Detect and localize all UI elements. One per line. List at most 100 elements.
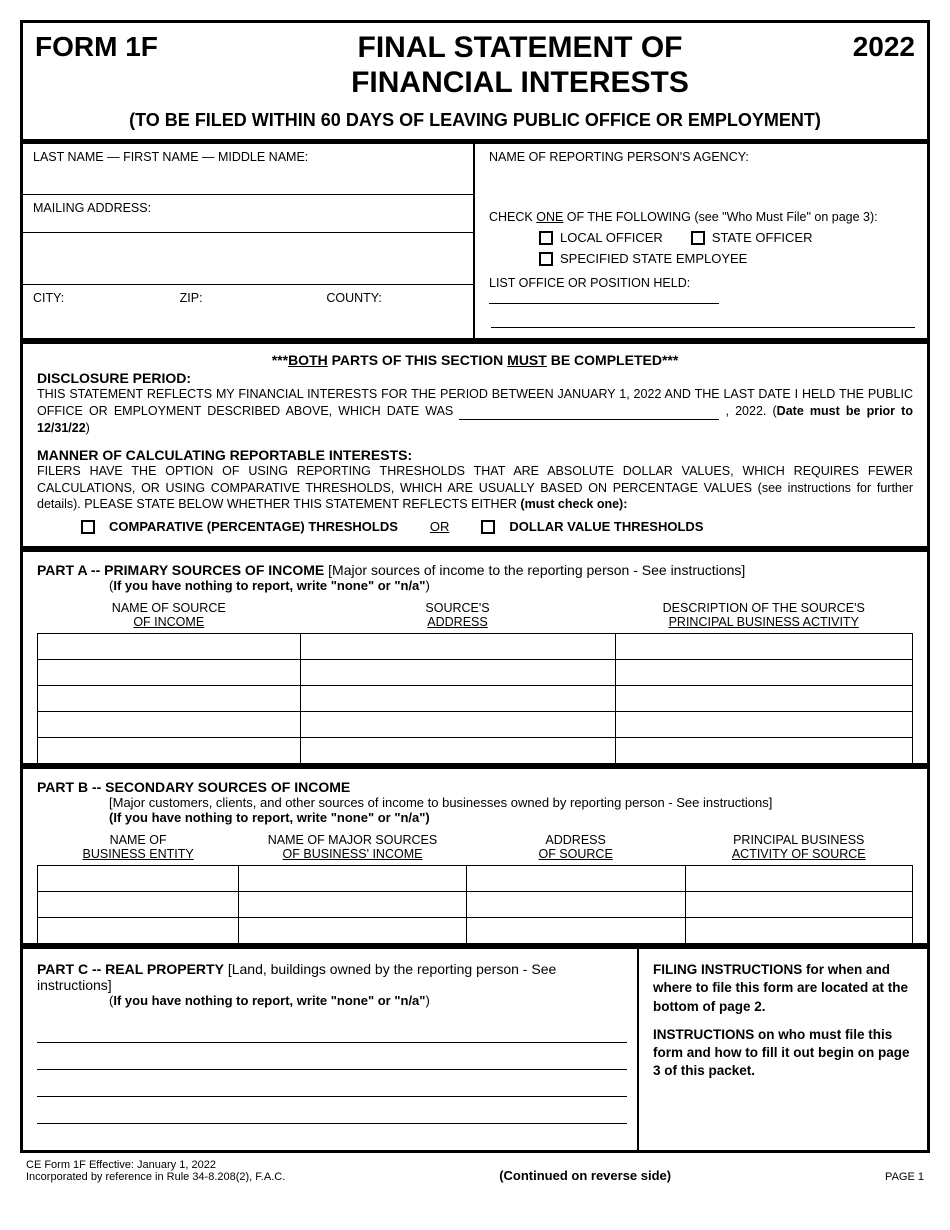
table-row[interactable] bbox=[38, 892, 913, 918]
part-a-col2: SOURCE'SADDRESS bbox=[300, 599, 615, 634]
part-a-title: PART A -- PRIMARY SOURCES OF INCOME [Maj… bbox=[37, 562, 913, 578]
property-input-line[interactable] bbox=[37, 1096, 627, 1123]
table-cell[interactable] bbox=[38, 866, 239, 892]
position-label: LIST OFFICE OR POSITION HELD: bbox=[489, 276, 690, 290]
table-row[interactable] bbox=[38, 686, 913, 712]
checkbox-icon bbox=[691, 231, 705, 245]
table-cell[interactable] bbox=[466, 918, 685, 944]
table-cell[interactable] bbox=[300, 686, 615, 712]
part-b-title-bold: PART B -- SECONDARY SOURCES OF INCOME bbox=[37, 779, 350, 795]
part-b-title: PART B -- SECONDARY SOURCES OF INCOME bbox=[37, 779, 913, 795]
title-line2: FINANCIAL INTERESTS bbox=[205, 66, 835, 101]
table-cell[interactable] bbox=[615, 686, 913, 712]
table-cell[interactable] bbox=[300, 712, 615, 738]
part-a-header-row: NAME OF SOURCEOF INCOME SOURCE'SADDRESS … bbox=[38, 599, 913, 634]
table-cell[interactable] bbox=[300, 738, 615, 764]
part-c-sub-bold: If you have nothing to report, write "no… bbox=[113, 993, 425, 1008]
manner-label: MANNER OF CALCULATING REPORTABLE INTERES… bbox=[37, 447, 913, 463]
officer-type-options: LOCAL OFFICER STATE OFFICER SPECIFIED ST… bbox=[489, 224, 917, 272]
property-input-line[interactable] bbox=[37, 1042, 627, 1069]
position-input-line[interactable] bbox=[489, 290, 719, 304]
disclosure-section: ***BOTH PARTS OF THIS SECTION MUST BE CO… bbox=[23, 344, 927, 552]
table-row[interactable] bbox=[38, 712, 913, 738]
table-cell[interactable] bbox=[38, 660, 301, 686]
form-id: FORM 1F bbox=[35, 31, 205, 63]
table-cell[interactable] bbox=[466, 866, 685, 892]
table-cell[interactable] bbox=[239, 892, 467, 918]
name-field[interactable]: LAST NAME — FIRST NAME — MIDDLE NAME: bbox=[23, 144, 473, 194]
checkbox-local-officer[interactable]: LOCAL OFFICER bbox=[539, 230, 663, 245]
property-input-line[interactable] bbox=[37, 1069, 627, 1096]
table-cell[interactable] bbox=[466, 892, 685, 918]
period-text-b: , 2022. ( bbox=[726, 404, 777, 418]
part-c: PART C -- REAL PROPERTY [Land, buildings… bbox=[23, 949, 927, 1150]
property-input-line[interactable] bbox=[37, 1123, 627, 1150]
table-cell[interactable] bbox=[239, 918, 467, 944]
agency-field[interactable]: NAME OF REPORTING PERSON'S AGENCY: bbox=[489, 150, 917, 208]
zip-label: ZIP: bbox=[180, 291, 317, 326]
footer-effective: CE Form 1F Effective: January 1, 2022 bbox=[26, 1159, 285, 1171]
table-cell[interactable] bbox=[615, 738, 913, 764]
checkbox-state-officer[interactable]: STATE OFFICER bbox=[691, 230, 813, 245]
mailing-field-2[interactable] bbox=[23, 232, 473, 284]
part-b: PART B -- SECONDARY SOURCES OF INCOME [M… bbox=[23, 769, 927, 825]
table-cell[interactable] bbox=[38, 738, 301, 764]
checkbox-comparative[interactable] bbox=[81, 520, 95, 534]
table-row[interactable] bbox=[38, 738, 913, 764]
part-c-sub: (If you have nothing to report, write "n… bbox=[109, 993, 627, 1008]
specified-employee-label: SPECIFIED STATE EMPLOYEE bbox=[560, 251, 747, 266]
banner-must: MUST bbox=[507, 352, 547, 368]
disclosure-period-label: DISCLOSURE PERIOD: bbox=[37, 370, 913, 386]
part-c-title-bold: PART C -- REAL PROPERTY bbox=[37, 961, 224, 977]
part-a-sub-bold: If you have nothing to report, write "no… bbox=[113, 578, 425, 593]
position-input-line-2[interactable] bbox=[491, 310, 915, 328]
city-zip-county-row[interactable]: CITY: ZIP: COUNTY: bbox=[23, 284, 473, 332]
part-b-col2: NAME OF MAJOR SOURCESOF BUSINESS' INCOME bbox=[239, 831, 467, 866]
part-b-col3: ADDRESSOF SOURCE bbox=[466, 831, 685, 866]
form-container: FORM 1F FINAL STATEMENT OF FINANCIAL INT… bbox=[20, 20, 930, 1153]
table-cell[interactable] bbox=[38, 918, 239, 944]
threshold-options: COMPARATIVE (PERCENTAGE) THRESHOLDS OR D… bbox=[37, 513, 913, 536]
city-label: CITY: bbox=[33, 291, 170, 326]
checkbox-specified-employee[interactable]: SPECIFIED STATE EMPLOYEE bbox=[539, 251, 747, 266]
footer: CE Form 1F Effective: January 1, 2022 In… bbox=[20, 1153, 930, 1183]
property-input-line[interactable] bbox=[37, 1008, 627, 1042]
check-one-instruction: CHECK ONE OF THE FOLLOWING (see "Who Mus… bbox=[489, 210, 917, 224]
identity-right: NAME OF REPORTING PERSON'S AGENCY: CHECK… bbox=[475, 144, 927, 338]
table-cell[interactable] bbox=[38, 712, 301, 738]
table-row[interactable] bbox=[38, 918, 913, 944]
part-c-title: PART C -- REAL PROPERTY [Land, buildings… bbox=[37, 961, 627, 993]
table-cell[interactable] bbox=[685, 918, 913, 944]
table-cell[interactable] bbox=[615, 634, 913, 660]
part-b-table: NAME OFBUSINESS ENTITY NAME OF MAJOR SOU… bbox=[37, 831, 913, 944]
or-text: OR bbox=[430, 519, 450, 534]
table-cell[interactable] bbox=[38, 686, 301, 712]
table-cell[interactable] bbox=[300, 634, 615, 660]
table-cell[interactable] bbox=[38, 634, 301, 660]
table-row[interactable] bbox=[38, 866, 913, 892]
mailing-field[interactable]: MAILING ADDRESS: bbox=[23, 194, 473, 232]
table-cell[interactable] bbox=[685, 892, 913, 918]
table-cell[interactable] bbox=[685, 866, 913, 892]
identity-left: LAST NAME — FIRST NAME — MIDDLE NAME: MA… bbox=[23, 144, 475, 338]
name-label: LAST NAME — FIRST NAME — MIDDLE NAME: bbox=[33, 150, 308, 164]
table-cell[interactable] bbox=[615, 660, 913, 686]
part-a-col3: DESCRIPTION OF THE SOURCE'SPRINCIPAL BUS… bbox=[615, 599, 913, 634]
manner-text-a: FILERS HAVE THE OPTION OF USING REPORTIN… bbox=[37, 464, 913, 512]
manner-bold: (must check one): bbox=[520, 497, 627, 511]
table-cell[interactable] bbox=[38, 892, 239, 918]
county-label: COUNTY: bbox=[326, 291, 463, 326]
footer-rule: Incorporated by reference in Rule 34-8.2… bbox=[26, 1171, 285, 1183]
table-row[interactable] bbox=[38, 634, 913, 660]
table-cell[interactable] bbox=[300, 660, 615, 686]
disclosure-date-input[interactable] bbox=[459, 406, 719, 420]
period-close: ) bbox=[86, 421, 90, 435]
position-held-field[interactable]: LIST OFFICE OR POSITION HELD: bbox=[489, 276, 917, 304]
part-a-sub: (If you have nothing to report, write "n… bbox=[109, 578, 913, 593]
both-parts-banner: ***BOTH PARTS OF THIS SECTION MUST BE CO… bbox=[37, 352, 913, 368]
table-cell[interactable] bbox=[239, 866, 467, 892]
table-cell[interactable] bbox=[615, 712, 913, 738]
part-b-sub2-bold: (If you have nothing to report, write "n… bbox=[109, 810, 430, 825]
table-row[interactable] bbox=[38, 660, 913, 686]
checkbox-dollar[interactable] bbox=[481, 520, 495, 534]
